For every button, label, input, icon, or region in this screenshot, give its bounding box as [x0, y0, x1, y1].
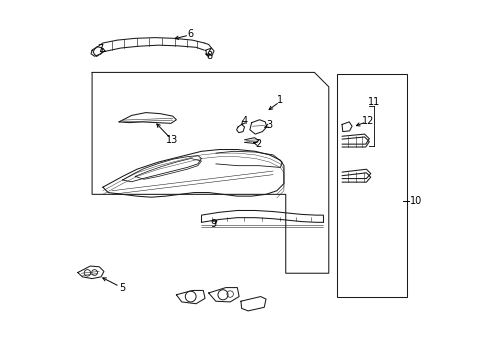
- Text: 8: 8: [206, 50, 212, 60]
- Text: 12: 12: [361, 116, 374, 126]
- Text: 13: 13: [165, 135, 178, 145]
- Text: 10: 10: [409, 196, 422, 206]
- Text: 5: 5: [119, 283, 125, 293]
- Text: 2: 2: [254, 139, 261, 149]
- Text: 11: 11: [367, 97, 380, 107]
- Bar: [336, 74, 406, 297]
- Text: 4: 4: [241, 116, 247, 126]
- Text: 3: 3: [265, 121, 271, 130]
- Text: 6: 6: [187, 29, 193, 39]
- Text: 7: 7: [97, 44, 103, 54]
- Text: 1: 1: [277, 95, 283, 105]
- Text: 9: 9: [209, 219, 216, 229]
